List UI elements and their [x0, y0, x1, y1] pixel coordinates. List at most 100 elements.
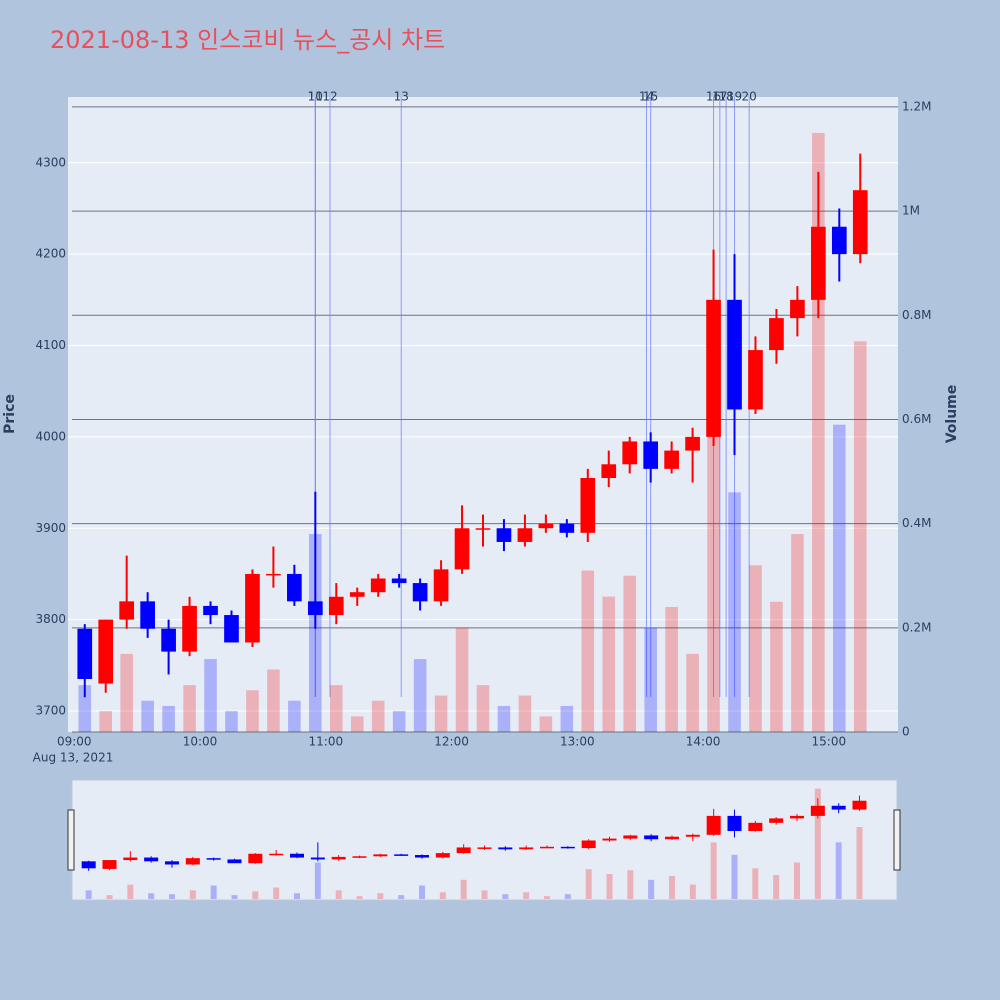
mini-volume-bar [794, 862, 800, 899]
candle-body [748, 350, 763, 410]
x-tick-label: 15:00 [812, 735, 847, 749]
y-axis-title: Price [2, 394, 18, 434]
candle-body [727, 299, 742, 410]
volume-bar [497, 705, 511, 732]
chart-title: 2021-08-13 인스코비 뉴스_공시 차트 [50, 26, 445, 54]
volume-bar [560, 705, 574, 732]
mini-volume-bar [210, 885, 217, 899]
volume-bar [476, 685, 490, 732]
mini-candle-body [290, 853, 304, 858]
volume-bar [749, 565, 762, 732]
y2-tick-label: 0.4M [902, 516, 931, 530]
volume-bar [623, 575, 637, 732]
y2-axis-title: Volume [944, 385, 960, 444]
mini-volume-bar [648, 879, 655, 899]
mini-candle-body [810, 805, 825, 816]
mini-volume-bar [585, 869, 592, 899]
mini-candle-body [81, 861, 96, 869]
mini-candle-body [748, 822, 763, 832]
candle-body [203, 605, 218, 616]
candle-body [538, 523, 554, 529]
mini-volume-bar [460, 879, 467, 899]
volume-bar [309, 534, 322, 732]
mini-candle-body [540, 846, 554, 849]
candle-body [266, 573, 281, 576]
y-tick-label: 3800 [35, 612, 66, 626]
mini-candle-body [456, 847, 471, 854]
range-handle[interactable] [67, 809, 75, 871]
candle-body [433, 569, 449, 602]
range-slider[interactable] [71, 779, 898, 901]
candle-body [790, 299, 805, 319]
mini-candle-body [852, 800, 867, 810]
mini-volume-bar [502, 894, 509, 899]
mini-candle-body [352, 856, 367, 858]
news-label: 19 [727, 90, 742, 104]
volume-bar [686, 653, 699, 732]
candle-body [706, 299, 721, 437]
news-label: 17 [712, 90, 727, 104]
mini-volume-bar [752, 868, 759, 899]
mini-volume-bar [231, 895, 238, 899]
mini-candle-body [623, 835, 638, 839]
mini-candle-body [269, 853, 284, 856]
candle-body [496, 528, 512, 542]
candle-body [119, 601, 135, 620]
mini-volume-bar [169, 894, 175, 899]
mini-candle-body [498, 847, 513, 850]
candle-body [831, 226, 847, 255]
mini-volume-bar [252, 891, 259, 899]
y-tick-label: 4100 [35, 338, 66, 352]
x-tick-label: 13:00 [560, 735, 595, 749]
mini-volume-bar [689, 884, 696, 899]
news-label: 13 [394, 90, 409, 104]
candle-body [140, 601, 155, 629]
range-handle[interactable] [893, 809, 901, 871]
news-label: 16 [706, 90, 721, 104]
mini-candle-body [415, 855, 429, 858]
volume-bar [644, 627, 657, 732]
candle-body [559, 523, 575, 533]
candle-body [454, 528, 470, 570]
volume-bar [665, 606, 678, 732]
y2-tick-label: 1.2M [902, 99, 931, 113]
mini-candle-body [165, 861, 179, 865]
volume-bar [539, 716, 553, 732]
mini-volume-bar [669, 875, 675, 899]
mini-volume-bar [148, 893, 155, 899]
mini-volume-bar [814, 788, 821, 899]
volume-bar [770, 601, 783, 732]
volume-bar [602, 596, 616, 732]
mini-candle-body [665, 836, 679, 840]
volume-bar [833, 424, 846, 732]
volume-bar [518, 695, 532, 732]
volume-bar [434, 695, 448, 732]
y2-tick-label: 0.6M [902, 412, 931, 426]
mini-candle-body [769, 818, 784, 823]
candle-body [224, 615, 239, 643]
mini-volume-bar [523, 892, 530, 899]
volume-bar [413, 659, 427, 732]
volume-bar [162, 705, 175, 732]
mini-candle-body [685, 834, 700, 837]
mini-candle-body [373, 854, 388, 857]
mini-volume-bar [544, 896, 550, 899]
mini-volume-bar [294, 893, 300, 899]
mini-candle-body [185, 858, 200, 865]
news-label: 11 [308, 90, 323, 104]
mini-volume-bar [189, 890, 196, 899]
mini-volume-bar [564, 894, 571, 899]
mini-volume-bar [377, 893, 384, 899]
news-label: 15 [643, 90, 658, 104]
mini-volume-bar [314, 862, 321, 899]
plot-area [68, 97, 898, 732]
y-tick-label: 4300 [35, 155, 66, 169]
candle-body [580, 478, 596, 533]
volume-bar [728, 492, 741, 732]
candle-body [685, 436, 700, 451]
candle-body [517, 528, 533, 542]
mini-volume-bar [606, 874, 613, 899]
candle-body [475, 528, 491, 530]
mini-volume-bar [127, 884, 134, 899]
